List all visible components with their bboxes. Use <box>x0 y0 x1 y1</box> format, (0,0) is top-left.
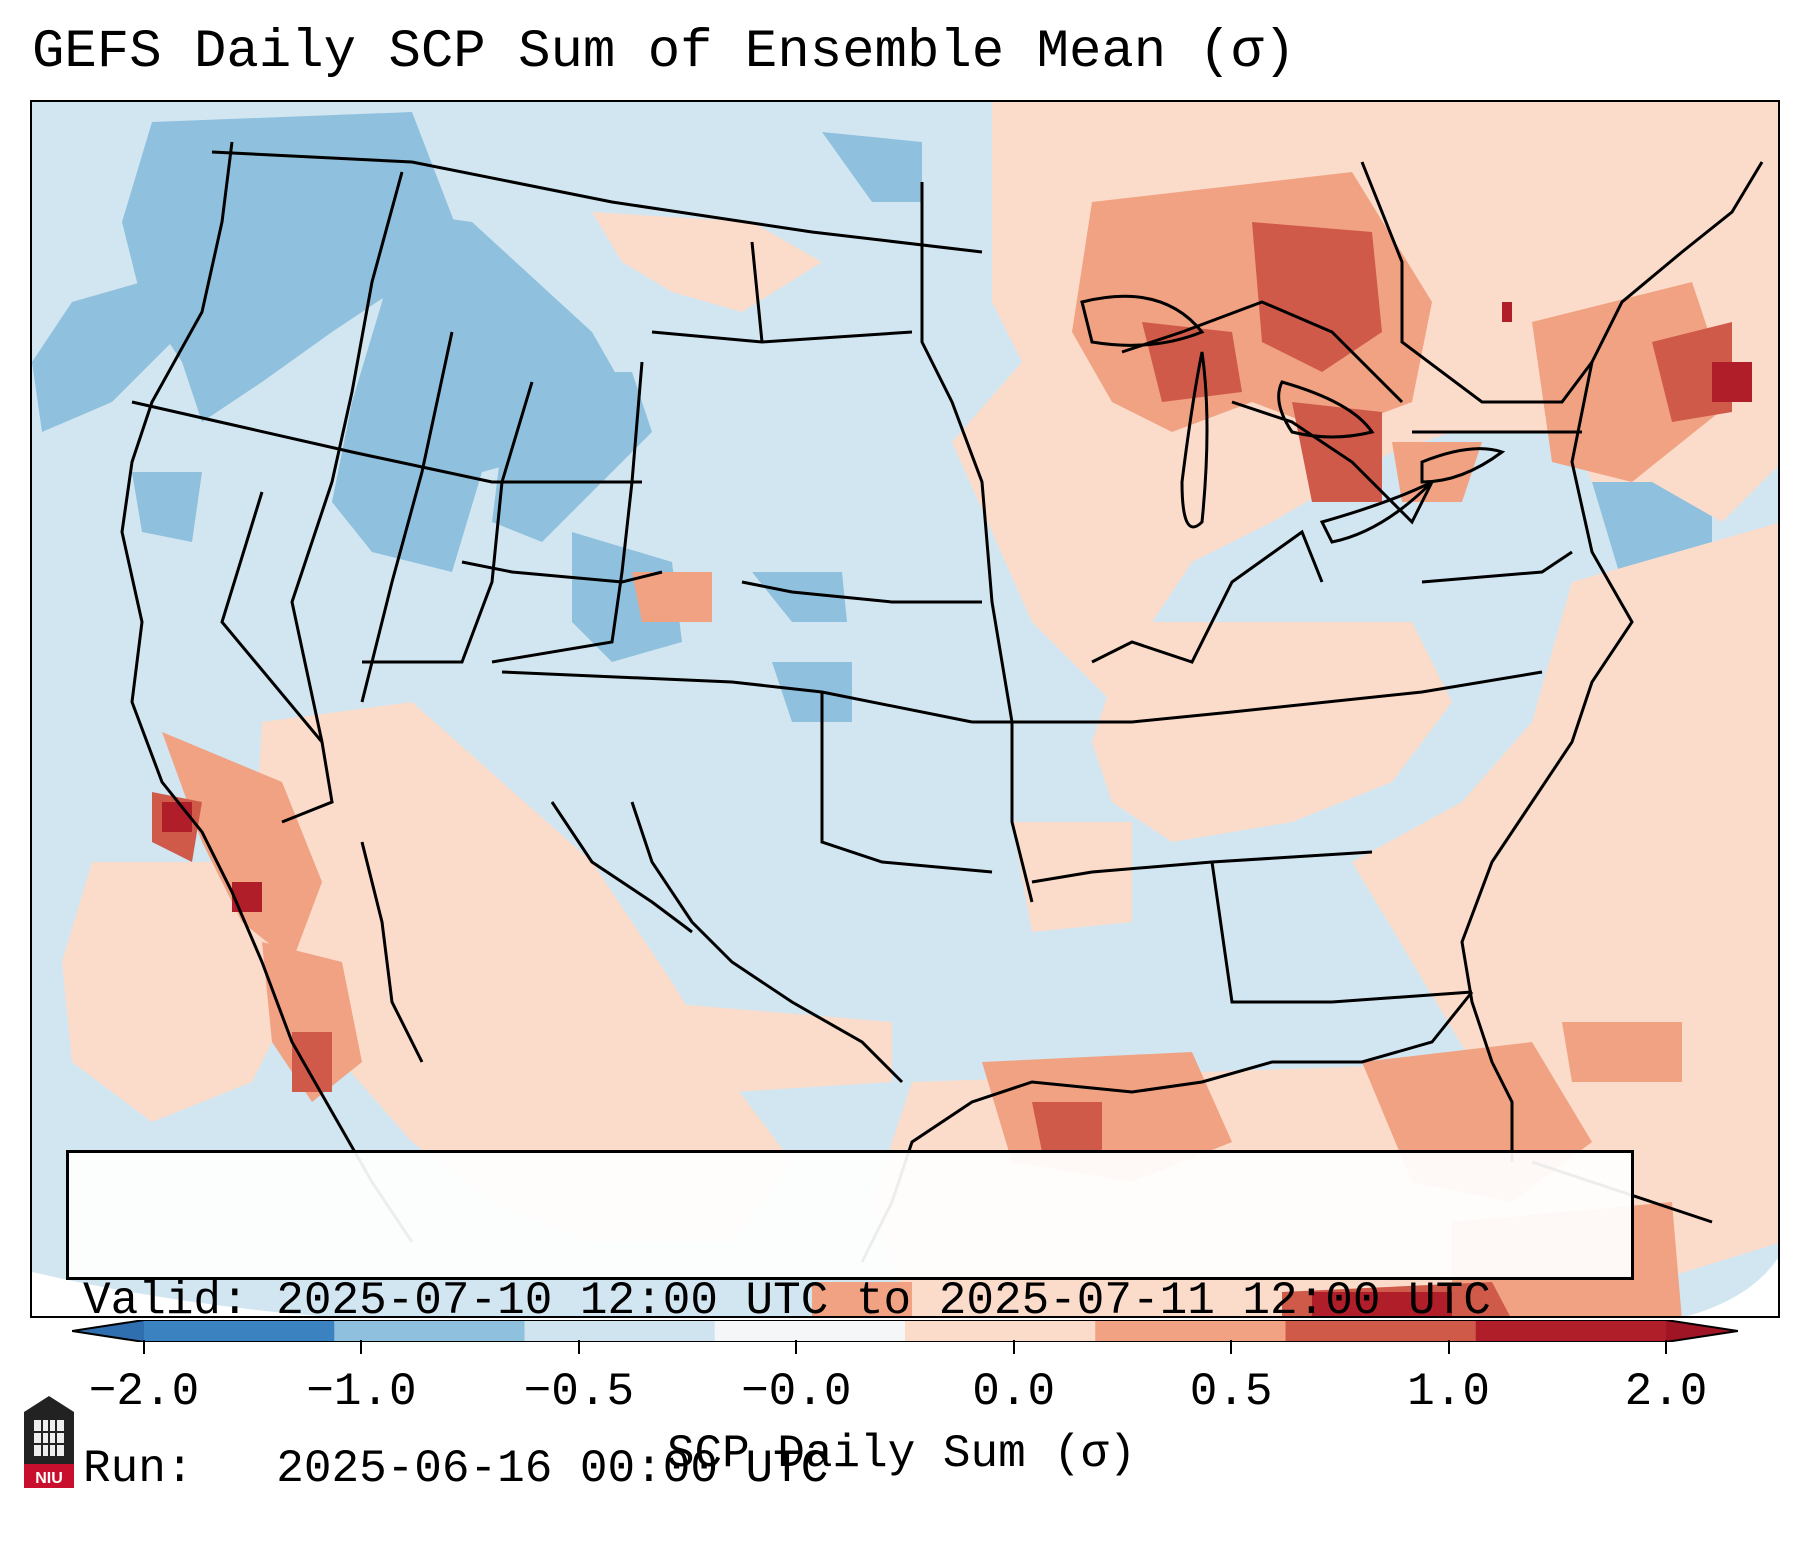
colorbar-tick-label: 0.5 <box>1189 1366 1273 1418</box>
colorbar-tick-label: −0.5 <box>523 1366 635 1418</box>
colorbar-bin <box>144 1320 335 1342</box>
validity-info-box: Valid: 2025-07-10 12:00 UTC to 2025-07-1… <box>66 1150 1634 1495</box>
map-panel <box>30 100 1780 1318</box>
colorbar-tick-label: −0.0 <box>741 1366 852 1418</box>
colorbar-tick <box>577 1340 580 1354</box>
colorbar-tick <box>1012 1340 1015 1354</box>
colorbar-bin <box>905 1320 1096 1342</box>
valid-value: 2025-07-10 12:00 UTC to 2025-07-11 12:00… <box>276 1275 1491 1327</box>
colorbar-tick-label: 1.0 <box>1407 1366 1490 1418</box>
colorbar-bin <box>524 1320 716 1342</box>
colorbar-bin <box>1095 1320 1286 1342</box>
below-normal-regions <box>32 112 1712 722</box>
colorbar-tick-label: −2.0 <box>88 1366 200 1418</box>
colorbar-bin <box>1285 1320 1477 1342</box>
colorbar-tick <box>1447 1340 1450 1354</box>
colorbar <box>72 1320 1738 1342</box>
colorbar-tick-label: −1.0 <box>306 1366 417 1418</box>
run-label: Run: <box>83 1443 194 1495</box>
colorbar-tick <box>1230 1340 1233 1354</box>
logo-text: NIU <box>35 1470 63 1487</box>
colorbar-ticks: −2.0 −1.0 −0.5 −0.0 0.0 0.5 1.0 2.0 <box>0 1340 1803 1420</box>
above-normal-extreme-regions <box>162 302 1752 1316</box>
map-canvas <box>32 102 1778 1316</box>
colorbar-bin <box>714 1320 906 1342</box>
colorbar-tick <box>143 1340 145 1354</box>
colorbar-under-triangle <box>72 1320 144 1342</box>
run-line: Run: 2025-06-16 00:00 UTC <box>83 1441 1617 1497</box>
great-lakes-outline <box>1080 294 1506 544</box>
colorbar-tick-label: 2.0 <box>1624 1366 1708 1418</box>
colorbar-over-triangle <box>1666 1320 1738 1342</box>
valid-line: Valid: 2025-07-10 12:00 UTC to 2025-07-1… <box>83 1273 1617 1329</box>
projection-edge <box>32 1272 318 1316</box>
niu-logo: NIU <box>24 1396 74 1488</box>
projection-edge-right <box>1687 1258 1778 1316</box>
colorbar-tick-label: 0.0 <box>972 1366 1056 1418</box>
colorbar-bin <box>334 1320 525 1342</box>
run-value: 2025-06-16 00:00 UTC <box>276 1443 829 1495</box>
colorbar-tick <box>795 1340 798 1354</box>
colorbar-tick <box>1665 1340 1667 1354</box>
colorbar-tick <box>360 1340 363 1354</box>
boundaries <box>120 141 1764 1263</box>
map-title: GEFS Daily SCP Sum of Ensemble Mean (σ) <box>32 22 1296 83</box>
colorbar-bins <box>144 1320 1667 1342</box>
valid-label: Valid: <box>83 1275 249 1327</box>
colorbar-bin <box>1475 1320 1667 1342</box>
colorbar-label: SCP Daily Sum (σ) <box>666 1428 1137 1480</box>
